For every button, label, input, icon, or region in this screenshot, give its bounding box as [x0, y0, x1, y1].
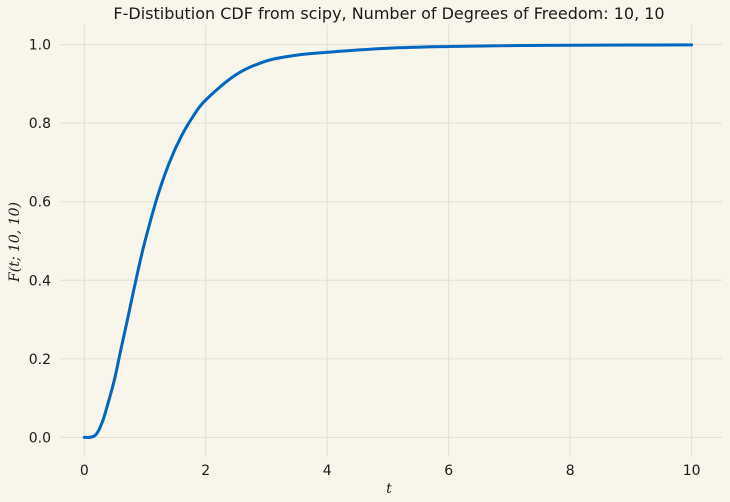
x-tick-label: 0 — [80, 463, 89, 479]
y-tick-label: 0.6 — [29, 195, 51, 211]
x-tick-labels: 0 2 4 6 8 10 — [80, 463, 701, 479]
x-tick-label: 10 — [683, 463, 701, 479]
x-tick-label: 2 — [201, 463, 210, 479]
x-tick-label: 6 — [444, 463, 453, 479]
chart-line-layer — [82, 43, 694, 440]
y-tick-label: 0.8 — [29, 116, 51, 132]
y-tick-label: 0.0 — [29, 430, 51, 446]
cdf-line — [82, 43, 694, 440]
x-tick-label: 8 — [566, 463, 575, 479]
y-tick-label: 0.4 — [29, 273, 51, 289]
x-axis-label: t — [386, 481, 392, 497]
y-tick-label: 1.0 — [29, 38, 51, 54]
chart-grid — [60, 25, 722, 457]
y-tick-labels: 0.0 0.2 0.4 0.6 0.8 1.0 — [29, 38, 51, 447]
x-tick-label: 4 — [323, 463, 332, 479]
chart-title: F-Distibution CDF from scipy, Number of … — [113, 4, 664, 23]
y-tick-label: 0.2 — [29, 352, 51, 368]
y-axis-label: F(t; 10, 10) — [7, 202, 23, 283]
